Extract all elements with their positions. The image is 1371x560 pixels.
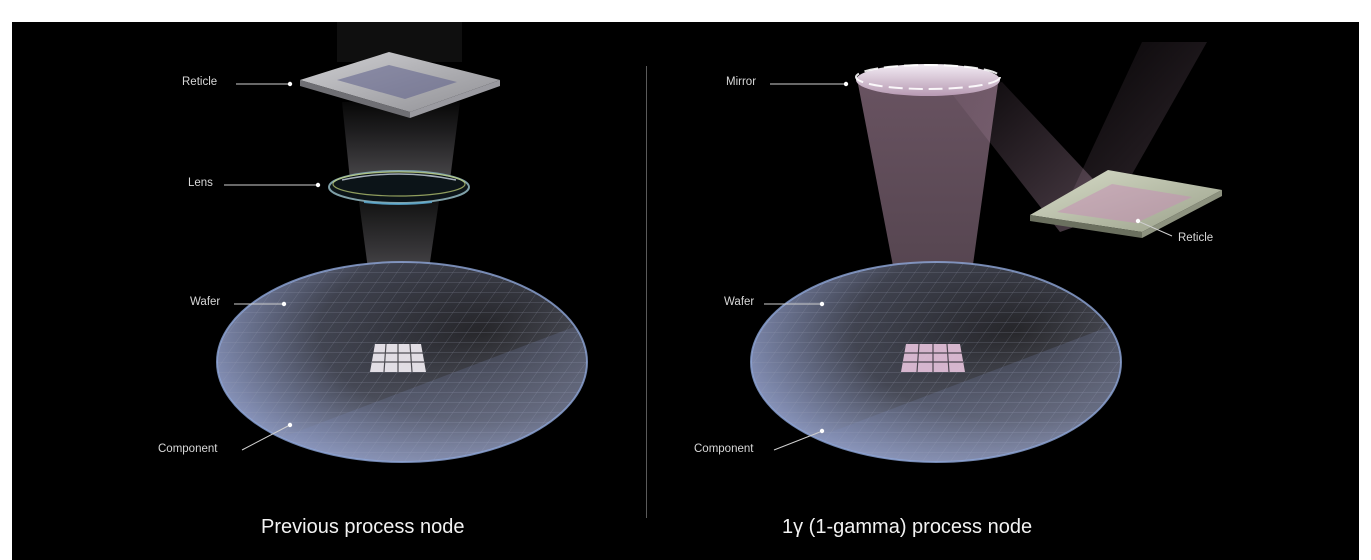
left-wafer <box>216 261 588 463</box>
left-label-wafer: Wafer <box>190 296 221 308</box>
right-caption: 1γ (1-gamma) process node <box>782 516 1033 538</box>
lithography-diagram: Reticle Lens Wafer Component Previous pr… <box>12 22 1359 560</box>
right-wafer <box>750 261 1122 463</box>
cropped-header-strip <box>0 0 1371 22</box>
left-label-component: Component <box>158 443 218 455</box>
right-label-wafer: Wafer <box>724 296 755 308</box>
right-reticle-plate <box>1030 170 1222 238</box>
right-mirror <box>855 64 1001 96</box>
left-lens <box>328 170 470 205</box>
right-label-mirror: Mirror <box>726 76 757 88</box>
diagram-artwork <box>216 22 1222 463</box>
right-leader-lines <box>764 81 1173 451</box>
left-reticle-plate <box>300 52 500 118</box>
panel-divider <box>646 66 647 518</box>
left-label-reticle: Reticle <box>182 76 218 88</box>
right-label-reticle: Reticle <box>1178 232 1214 244</box>
left-leader-lines <box>224 81 321 451</box>
left-label-lens: Lens <box>188 177 213 189</box>
right-label-component: Component <box>694 443 754 455</box>
left-caption: Previous process node <box>261 516 465 538</box>
